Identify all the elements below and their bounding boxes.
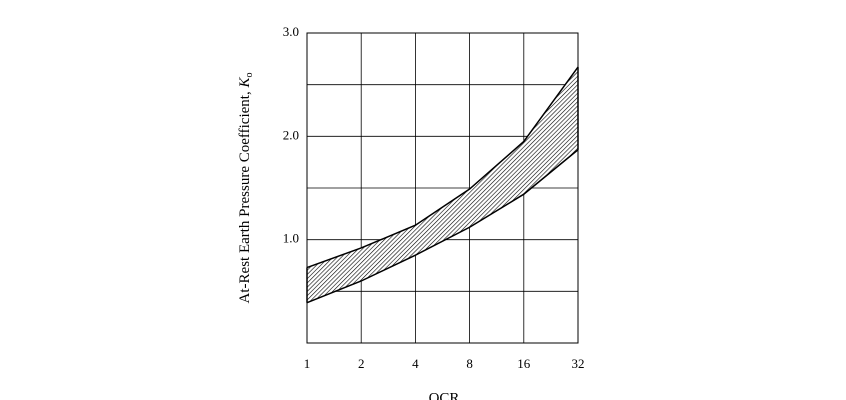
band-fill [307, 67, 578, 303]
y-axis-label-symbol: K [237, 77, 253, 89]
y-tick-label: 2.0 [283, 127, 299, 142]
x-axis-label: OCR [429, 390, 460, 400]
y-tick-label: 1.0 [283, 231, 299, 246]
y-axis-label-text: At-Rest Earth Pressure Coefficient, [237, 88, 253, 304]
x-tick-label: 1 [304, 356, 311, 371]
y-tick-label: 3.0 [283, 24, 299, 39]
x-tick-label: 4 [412, 356, 419, 371]
x-tick-label: 8 [466, 356, 473, 371]
y-axis-label-subscript: o [244, 73, 255, 78]
x-tick-label: 2 [358, 356, 365, 371]
plot-frame [306, 32, 579, 344]
x-tick-label: 16 [517, 356, 531, 371]
band-edge [306, 149, 579, 304]
band-edge [306, 66, 579, 269]
y-axis-label: At-Rest Earth Pressure Coefficient, Ko [237, 73, 255, 304]
x-tick-label: 32 [572, 356, 585, 371]
